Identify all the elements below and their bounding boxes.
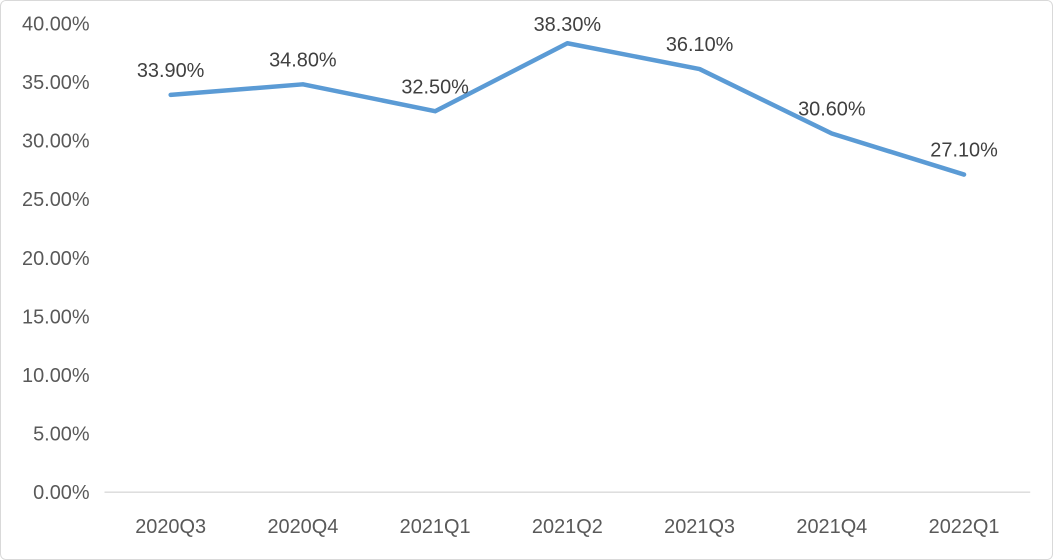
y-axis-tick-label: 10.00% [22,365,90,387]
x-axis-tick-label: 2022Q1 [929,516,1000,538]
y-axis-tick-label: 0.00% [33,482,89,504]
y-axis-tick-label: 20.00% [22,248,90,270]
y-axis-tick-label: 40.00% [22,13,90,35]
y-axis-tick-label: 25.00% [22,189,90,211]
y-axis-tick-label: 5.00% [33,424,89,446]
data-label: 27.10% [930,140,998,162]
data-label: 34.80% [269,49,337,71]
x-axis-tick-label: 2021Q2 [532,516,603,538]
x-axis-tick-label: 2021Q4 [796,516,867,538]
data-label: 30.60% [798,99,866,121]
series-line[interactable] [168,41,967,177]
x-axis-tick-label: 2020Q4 [267,516,338,538]
y-axis-tick-label: 15.00% [22,306,90,328]
y-axis-tick-label: 35.00% [22,72,90,94]
data-label: 36.10% [666,34,734,56]
data-label: 33.90% [137,60,205,82]
x-axis-tick-label: 2021Q3 [664,516,735,538]
y-axis-tick-label: 30.00% [22,131,90,153]
data-label: 32.50% [401,76,469,98]
data-label: 38.30% [534,14,602,36]
x-axis-tick-label: 2020Q3 [135,516,206,538]
x-axis-tick-label: 2021Q1 [400,516,471,538]
